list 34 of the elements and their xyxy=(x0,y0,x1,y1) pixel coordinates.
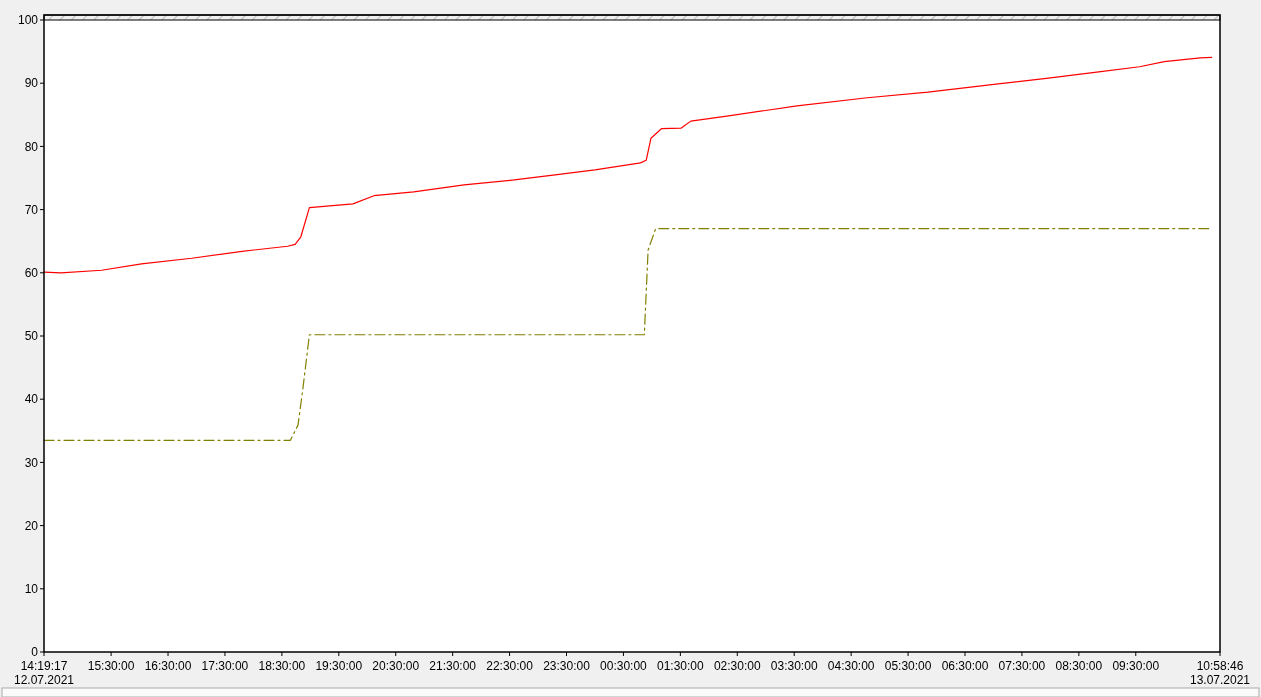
y-tick-label: 10 xyxy=(24,582,39,596)
x-tick-label: 22:30:00 xyxy=(486,659,534,673)
x-tick-label: 09:30:00 xyxy=(1112,659,1160,673)
y-tick-label: 90 xyxy=(24,76,39,91)
y-tick-label: 0 xyxy=(31,645,39,660)
y-tick-label: 40 xyxy=(24,392,39,407)
x-tick-label: 14:19:17 12.07.2021 xyxy=(13,659,75,687)
x-tick-label: 04:30:00 xyxy=(827,659,875,673)
x-tick-label: 01:30:00 xyxy=(657,659,705,673)
x-tick-label: 06:30:00 xyxy=(941,659,989,673)
y-tick-label: 50 xyxy=(24,329,39,344)
x-tick-label: 05:30:00 xyxy=(884,659,932,673)
y-tick-label: 100 xyxy=(17,13,39,28)
y-tick-label: 20 xyxy=(24,518,39,533)
line-series xyxy=(43,56,1213,274)
x-tick-label: 21:30:00 xyxy=(429,659,477,673)
x-tick-label: 20:30:00 xyxy=(372,659,420,673)
x-tick-label: 00:30:00 xyxy=(600,659,648,673)
y-tick-label: 80 xyxy=(24,139,39,154)
x-tick-label: 08:30:00 xyxy=(1055,659,1103,673)
x-tick-label: 07:30:00 xyxy=(998,659,1046,673)
y-tick-label: 60 xyxy=(24,266,39,280)
x-tick-label: 10:58:46 13.07.2021 xyxy=(1189,659,1251,687)
y-tick-label: 70 xyxy=(24,202,39,217)
x-tick-label: 02:30:00 xyxy=(713,659,761,673)
x-tick-label: 19:30:00 xyxy=(315,659,363,673)
x-tick-label: 23:30:00 xyxy=(543,659,591,673)
x-tick-label: 03:30:00 xyxy=(770,659,818,673)
x-tick-label: 17:30:00 xyxy=(201,659,249,673)
x-tick-label: 16:30:00 xyxy=(144,659,192,673)
y-tick-label: 30 xyxy=(24,455,39,470)
x-tick-label: 15:30:00 xyxy=(87,659,135,673)
x-tick-label: 18:30:00 xyxy=(258,659,306,673)
line-series xyxy=(43,227,1211,441)
